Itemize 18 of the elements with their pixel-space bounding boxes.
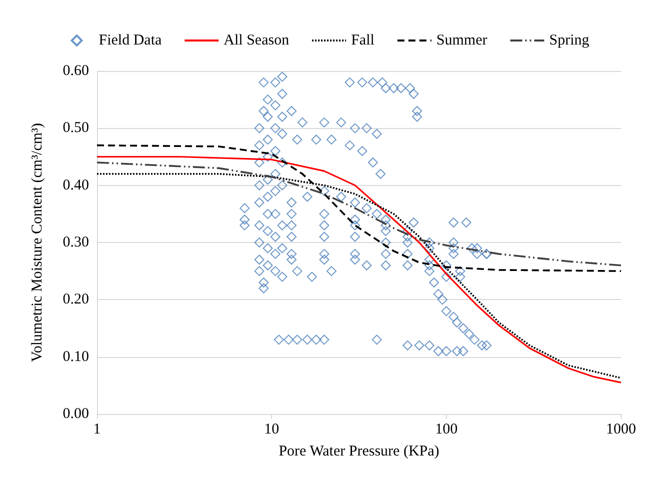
y-tick-label: 0.00 bbox=[62, 406, 89, 422]
y-tick-label: 0.30 bbox=[62, 234, 89, 250]
x-tick-label: 10 bbox=[264, 422, 280, 438]
y-axis-title: Volumetric Moisture Content (cm³/cm³) bbox=[30, 122, 46, 362]
x-tick-label: 1000 bbox=[606, 422, 636, 438]
x-tick-label: 100 bbox=[435, 422, 458, 438]
x-tick-label: 1 bbox=[93, 422, 101, 438]
y-tick-label: 0.10 bbox=[62, 348, 89, 365]
legend-label: All Season bbox=[224, 32, 290, 48]
y-tick-label: 0.60 bbox=[62, 63, 89, 79]
legend-label: Fall bbox=[351, 32, 374, 48]
legend-label: Spring bbox=[549, 32, 590, 48]
legend-label: Field Data bbox=[98, 32, 162, 48]
y-tick-label: 0.20 bbox=[62, 292, 89, 308]
x-axis-title: Pore Water Pressure (KPa) bbox=[278, 444, 440, 460]
y-tick-label: 0.40 bbox=[62, 177, 89, 194]
y-tick-label: 0.50 bbox=[62, 120, 89, 136]
legend-label: Summer bbox=[436, 32, 488, 48]
